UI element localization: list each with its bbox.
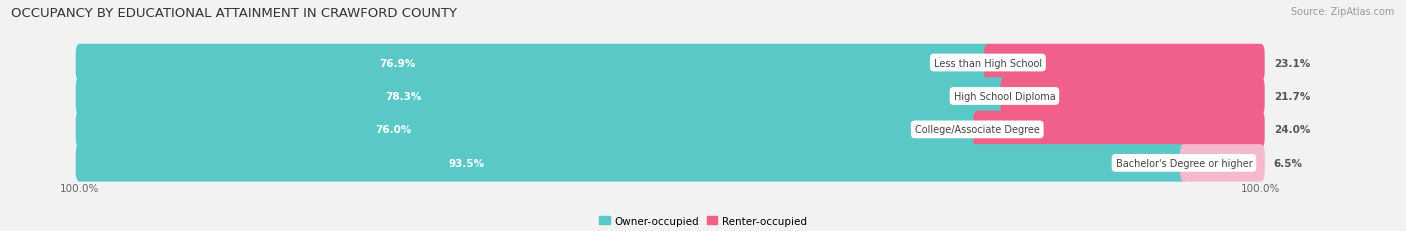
Text: 76.0%: 76.0% — [375, 125, 412, 135]
Text: 6.5%: 6.5% — [1274, 158, 1303, 168]
FancyBboxPatch shape — [76, 145, 1264, 182]
Text: OCCUPANCY BY EDUCATIONAL ATTAINMENT IN CRAWFORD COUNTY: OCCUPANCY BY EDUCATIONAL ATTAINMENT IN C… — [11, 7, 457, 20]
FancyBboxPatch shape — [1001, 78, 1264, 115]
Text: Bachelor's Degree or higher: Bachelor's Degree or higher — [1115, 158, 1253, 168]
FancyBboxPatch shape — [76, 145, 1188, 182]
Text: 100.0%: 100.0% — [60, 183, 100, 193]
FancyBboxPatch shape — [76, 111, 1264, 149]
Text: 76.9%: 76.9% — [380, 58, 416, 68]
FancyBboxPatch shape — [984, 45, 1264, 82]
FancyBboxPatch shape — [973, 111, 1264, 149]
Legend: Owner-occupied, Renter-occupied: Owner-occupied, Renter-occupied — [595, 212, 811, 230]
FancyBboxPatch shape — [76, 78, 1264, 115]
Text: 23.1%: 23.1% — [1274, 58, 1310, 68]
FancyBboxPatch shape — [76, 78, 1008, 115]
FancyBboxPatch shape — [76, 45, 1264, 82]
FancyBboxPatch shape — [76, 111, 981, 149]
Text: 21.7%: 21.7% — [1274, 91, 1310, 101]
Text: 78.3%: 78.3% — [385, 91, 422, 101]
Text: 24.0%: 24.0% — [1274, 125, 1310, 135]
Text: 100.0%: 100.0% — [1241, 183, 1281, 193]
FancyBboxPatch shape — [1180, 145, 1264, 182]
FancyBboxPatch shape — [76, 45, 991, 82]
Text: Less than High School: Less than High School — [934, 58, 1042, 68]
Text: College/Associate Degree: College/Associate Degree — [915, 125, 1039, 135]
Text: Source: ZipAtlas.com: Source: ZipAtlas.com — [1291, 7, 1395, 17]
Text: 93.5%: 93.5% — [449, 158, 484, 168]
Text: High School Diploma: High School Diploma — [953, 91, 1056, 101]
